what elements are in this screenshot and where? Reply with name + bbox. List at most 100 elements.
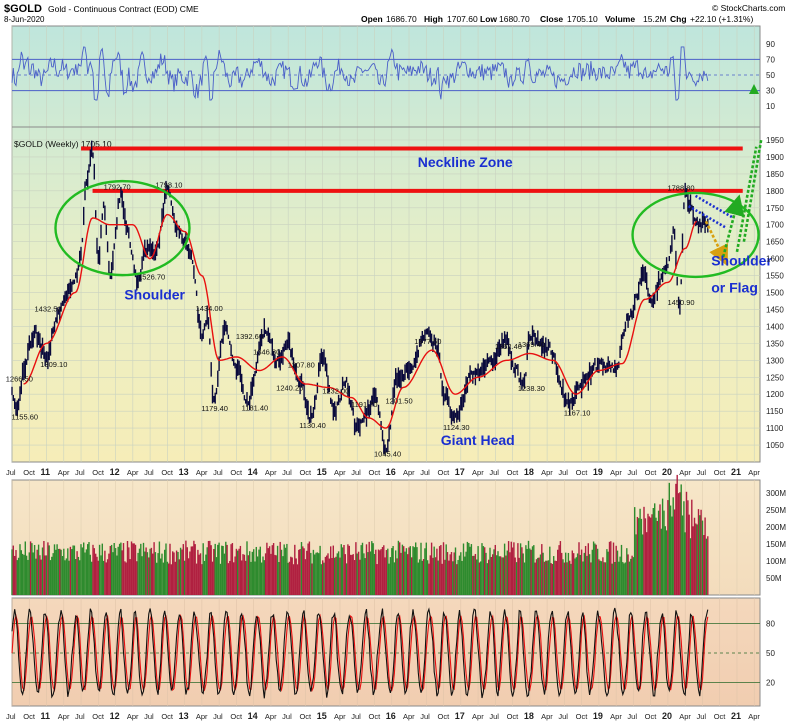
month-tick-label: Apr [265,468,277,477]
rsi-tick-label: 90 [766,40,775,49]
price-label: 1232.00 [322,386,349,395]
price-label: 1045.40 [374,450,401,459]
rsi-tick-label: 70 [766,55,775,64]
price-tick-label: 1100 [766,424,784,433]
breakout-arrow-3 [742,139,763,242]
breakout-arrowhead [749,84,759,94]
ma-line [23,213,698,429]
month-tick-label: Jul [420,712,430,721]
volume-tick-label: 100M [766,557,786,566]
month-tick-label: Oct [714,468,727,477]
price-label: 1179.40 [201,404,228,413]
volume-label: Volume [605,14,635,24]
chg-value: +22.10 (+1.31%) [690,14,753,24]
year-tick-label: 19 [593,467,603,477]
volume-value: 15.2M [643,14,667,24]
rsi-tick-label: 30 [766,87,775,96]
volume-tick-label: 150M [766,540,786,549]
breakout-arrow-1 [721,194,745,258]
price-label: 1191.70 [351,400,378,409]
price-tick-label: 1650 [766,238,784,247]
volume-tick-label: 200M [766,523,786,532]
year-tick-label: 14 [248,467,258,477]
price-tick-label: 1050 [766,441,784,450]
month-tick-label: Oct [368,468,381,477]
month-tick-label: Oct [576,712,589,721]
stoch-tick-label: 80 [766,620,775,629]
year-tick-label: 13 [179,467,189,477]
price-label: 1181.40 [242,404,269,413]
year-tick-label: 12 [110,467,120,477]
left-shoulder-ellipse [54,179,191,277]
chart-date: 8-Jun-2020 [4,15,45,24]
price-tick-label: 1200 [766,390,784,399]
month-tick-label: Oct [92,712,105,721]
month-tick-label: Jul [696,468,706,477]
price-tick-label: 1700 [766,221,784,230]
month-tick-label: Jul [696,712,706,721]
month-tick-label: Oct [576,468,589,477]
month-tick-label: Apr [265,712,277,721]
month-tick-label: Apr [334,712,346,721]
neckline-zone [81,146,743,193]
volume-tick-label: 300M [766,489,786,498]
price-label: 1392.60 [236,332,263,341]
month-tick-label: Jul [627,712,637,721]
month-tick-label: Oct [438,712,451,721]
month-tick-label: Apr [541,468,553,477]
month-tick-label: Jul [420,468,430,477]
month-tick-label: Jul [351,712,361,721]
month-tick-label: Oct [507,712,520,721]
month-tick-label: Apr [196,468,208,477]
price-label: 1788.80 [667,184,694,193]
price-label: 1798.10 [155,180,182,189]
month-tick-label: Oct [438,468,451,477]
right-shoulder-ellipse [631,191,760,279]
price-panel [11,25,761,463]
price-label: 1240.20 [276,384,303,393]
month-tick-label: Oct [230,712,243,721]
annotation-text: or Flag [711,280,758,296]
month-tick-label: Jul [6,468,16,477]
stoch-k-line [11,607,709,699]
month-tick-label: Oct [714,712,727,721]
year-tick-label: 17 [455,467,465,477]
price-tick-label: 1900 [766,153,784,162]
stochastic-lines: 20 50 80 [11,607,775,699]
price-bars [11,140,709,456]
open-label: Open [361,14,383,24]
year-tick-label: 12 [110,711,120,721]
price-label: 1167.10 [564,408,591,417]
month-tick-label: Apr [403,712,415,721]
month-tick-label: Oct [299,468,312,477]
year-tick-label: 18 [524,711,534,721]
month-tick-label: Jul [144,468,154,477]
month-tick-label: Jul [282,468,292,477]
price-tick-label: 1150 [766,407,784,416]
price-tick-label: 1400 [766,322,784,331]
price-tick-label: 1800 [766,187,784,196]
month-tick-label: Apr [58,468,70,477]
high-value: 1707.60 [447,14,478,24]
pullback-arrow [704,220,728,267]
year-tick-label: 21 [731,467,741,477]
low-value: 1680.70 [499,14,530,24]
annotation-text: Shoulder [124,286,185,302]
month-tick-label: Jul [489,468,499,477]
price-tick-label: 1250 [766,373,784,382]
rsi-tick-label: 10 [766,102,775,111]
month-tick-label: Apr [679,712,691,721]
price-tick-label: 1450 [766,305,784,314]
month-tick-label: Oct [23,712,36,721]
price-tick-label: 1350 [766,339,784,348]
month-tick-label: Jul [213,468,223,477]
month-tick-label: Apr [472,712,484,721]
watermark: © StockCharts.com [712,3,785,13]
price-label: 1124.30 [443,423,470,432]
month-tick-label: Jul [75,712,85,721]
price-label: 1201.50 [386,397,413,406]
month-tick-label: Apr [196,712,208,721]
moving-average [23,213,698,429]
year-tick-label: 13 [179,711,189,721]
